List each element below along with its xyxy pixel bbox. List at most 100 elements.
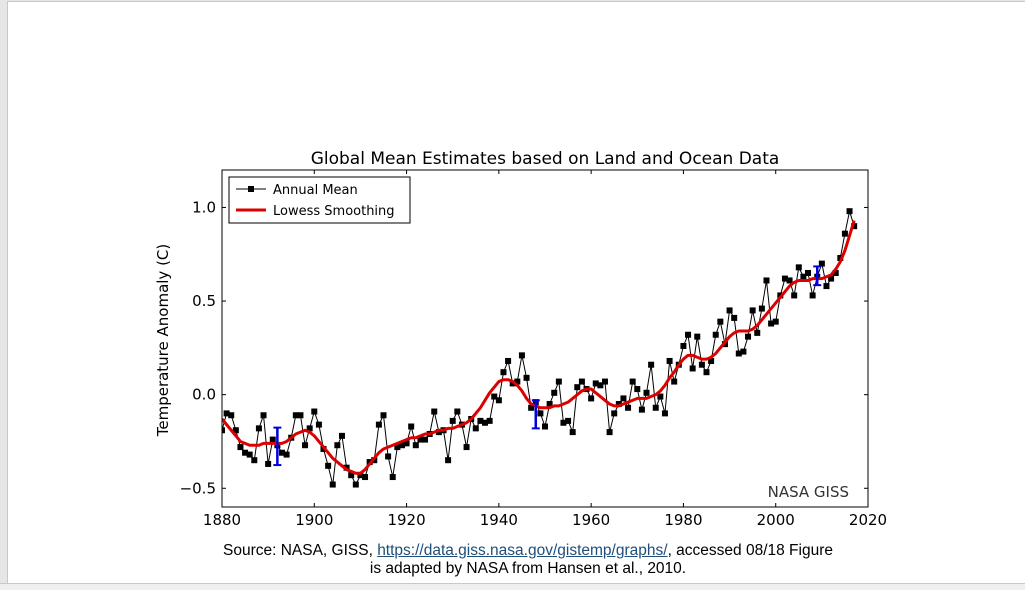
y-tick-label: 0.5 [192, 292, 216, 310]
annual-mean-point [495, 397, 502, 404]
annual-mean-point [629, 378, 636, 385]
annual-mean-point [560, 419, 567, 426]
source-caption-line1: Source: NASA, GISS, https://data.giss.na… [168, 542, 888, 560]
x-tick-label: 1880 [203, 511, 241, 529]
annual-mean-point [232, 427, 239, 434]
annual-mean-point [763, 277, 770, 284]
annual-mean-point [472, 425, 479, 432]
annual-mean-point [352, 481, 359, 488]
annual-mean-point [786, 277, 793, 284]
annual-mean-point [611, 410, 618, 417]
annual-mean-point [666, 357, 673, 364]
annual-mean-point [362, 474, 369, 481]
source-link[interactable]: https://data.giss.nasa.gov/gistemp/graph… [377, 542, 668, 559]
annual-mean-point [306, 425, 313, 432]
annual-mean-point [615, 401, 622, 408]
annual-mean-point [588, 395, 595, 402]
error-bar [813, 265, 822, 287]
annual-mean-point [334, 442, 341, 449]
x-tick-label: 1900 [295, 511, 333, 529]
annual-mean-point [348, 472, 355, 479]
annual-mean-point [242, 449, 249, 456]
annual-mean-point [542, 423, 548, 430]
annual-mean-point [689, 365, 696, 372]
annual-mean-point [408, 423, 415, 430]
legend-lowess-label: Lowess Smoothing [273, 204, 395, 219]
annual-mean-point [671, 378, 678, 385]
plot-area [222, 208, 858, 488]
annual-mean-point [380, 412, 387, 419]
legend: Annual Mean Lowess Smoothing [228, 176, 411, 224]
annual-mean-point [463, 444, 470, 451]
x-tick-label: 1920 [387, 511, 425, 529]
annual-mean-point [412, 442, 419, 449]
legend-box [228, 176, 411, 224]
annual-mean-point [565, 417, 572, 424]
annual-mean-point [625, 404, 632, 411]
annual-mean-point [703, 369, 710, 376]
annual-mean-point [491, 393, 498, 400]
annual-mean-point [597, 382, 604, 389]
y-tick-label: 1.0 [192, 198, 216, 216]
annual-mean-point [818, 260, 825, 267]
annual-mean-point [578, 378, 585, 385]
annual-mean-point [620, 395, 627, 402]
y-tick-label: 0.0 [192, 386, 216, 404]
annual-mean-point [523, 374, 530, 381]
annual-mean-point [223, 410, 230, 417]
annual-mean-point [601, 378, 608, 385]
annual-mean-point [417, 436, 424, 443]
annual-mean-point [385, 453, 392, 460]
annual-mean-point [454, 408, 461, 415]
annual-mean-point [311, 408, 318, 415]
annual-mean-line [222, 211, 855, 486]
y-tick-label: −0.5 [180, 479, 216, 497]
annual-mean-point [435, 429, 442, 436]
annual-mean-point [449, 417, 456, 424]
annual-mean-point [768, 320, 775, 327]
legend-annual-marker [248, 186, 254, 192]
x-tick-label: 2020 [849, 511, 887, 529]
annual-mean-point [791, 292, 798, 299]
annual-mean-point [551, 389, 558, 396]
annual-mean-point [389, 474, 396, 481]
annual-mean-point [255, 425, 262, 432]
annual-mean-point [731, 314, 738, 321]
annual-mean-point [832, 269, 839, 276]
annual-mean-point [574, 384, 581, 391]
annual-mean-point [781, 275, 788, 282]
annual-mean-point [278, 449, 285, 456]
annual-mean-point [477, 417, 484, 424]
annual-mean-point [357, 472, 364, 479]
plot-frame [221, 169, 869, 508]
annual-mean-point [717, 318, 724, 325]
annual-mean-point [680, 342, 687, 349]
annual-mean-point [292, 412, 299, 419]
annual-mean-point [482, 419, 489, 426]
y-axis-label: Temperature Anomaly (C) [154, 244, 172, 438]
annual-mean-point [569, 429, 576, 436]
annual-mean-point [302, 442, 309, 449]
chart-title: Global Mean Estimates based on Land and … [311, 149, 780, 169]
bottom-strip [0, 583, 1025, 590]
x-tick-label: 2000 [757, 511, 795, 529]
annual-mean-point [546, 401, 553, 408]
annual-mean-point [708, 357, 715, 364]
annual-mean-point [500, 369, 507, 376]
annual-mean-point [694, 333, 701, 340]
annual-mean-point [652, 404, 659, 411]
annual-mean-point [758, 305, 765, 312]
error-bar [273, 426, 282, 467]
annual-mean-point [338, 432, 345, 439]
annual-mean-point [661, 410, 668, 417]
annual-mean-point [265, 460, 272, 467]
annual-mean-point [283, 451, 290, 458]
annual-mean-point [754, 329, 761, 336]
annual-mean-point [237, 444, 244, 451]
annual-mean-point [505, 357, 512, 364]
legend-annual-label: Annual Mean [273, 183, 358, 198]
annual-mean-point [749, 307, 756, 314]
annual-mean-point [634, 386, 641, 393]
annual-mean-point [823, 283, 830, 290]
x-tick-label: 1960 [572, 511, 610, 529]
